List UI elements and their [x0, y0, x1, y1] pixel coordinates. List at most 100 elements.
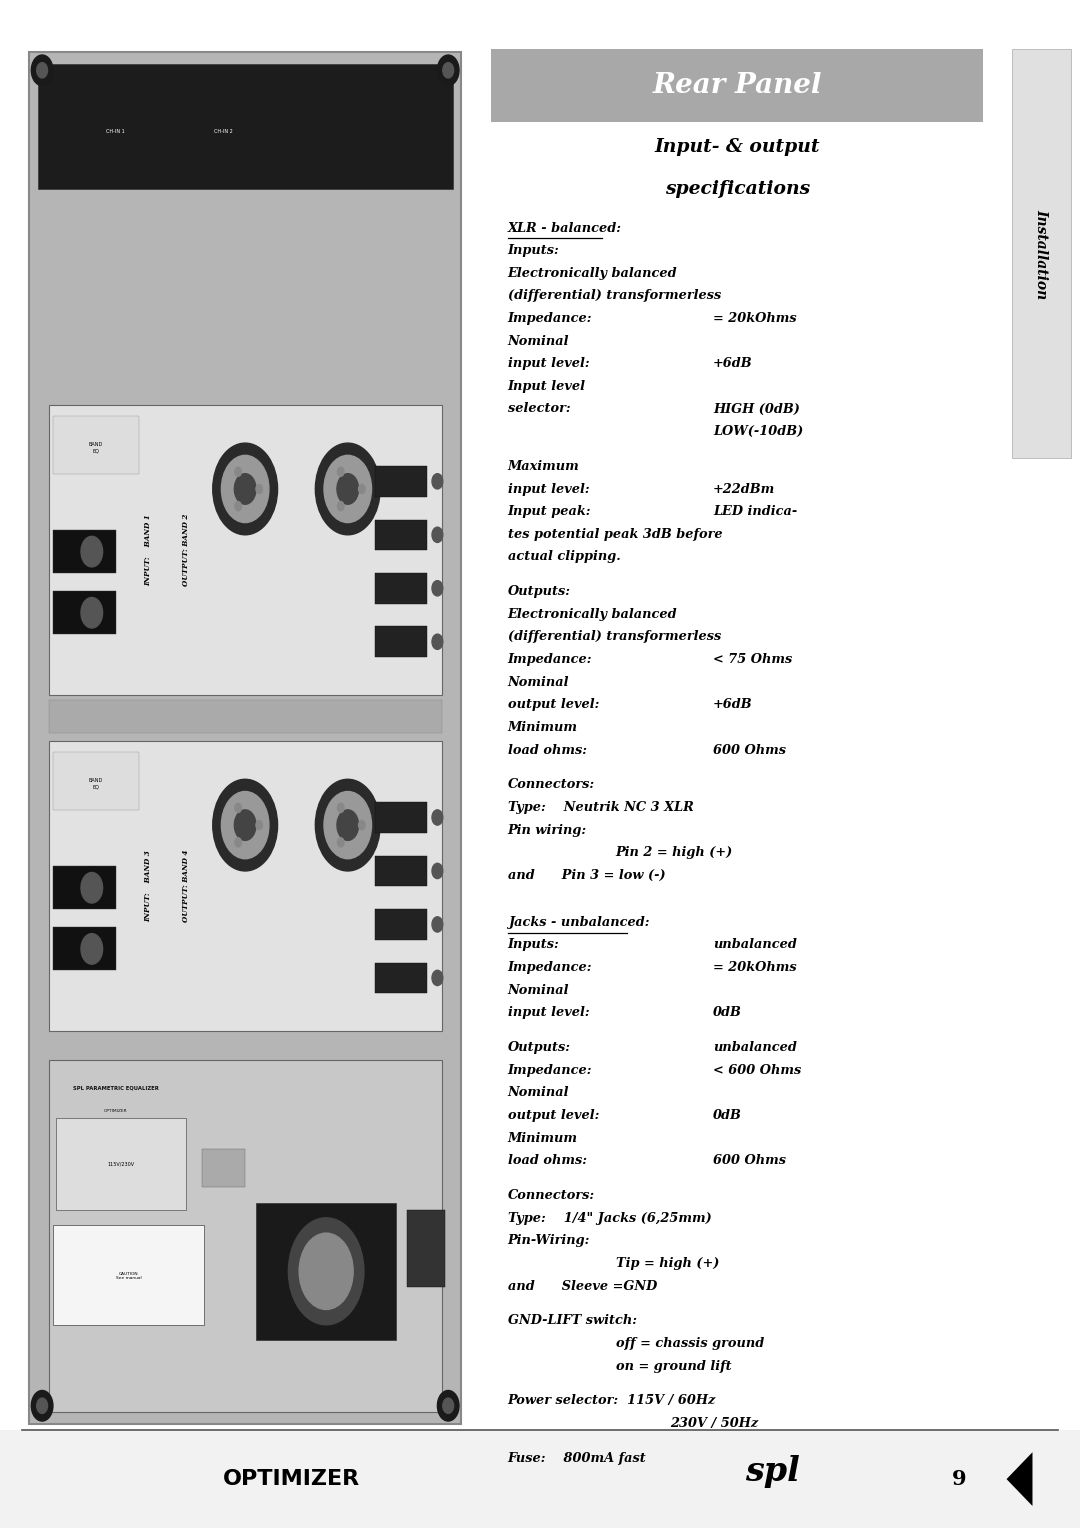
Text: and      Pin 3 = low (-): and Pin 3 = low (-) — [508, 869, 665, 882]
Text: OPTIMIZER: OPTIMIZER — [224, 1468, 360, 1490]
Bar — [375, 963, 427, 993]
Text: Nominal: Nominal — [508, 1086, 569, 1100]
Text: LED indica-: LED indica- — [713, 506, 797, 518]
Text: Power selector:  115V / 60Hz: Power selector: 115V / 60Hz — [508, 1395, 716, 1407]
Circle shape — [337, 474, 359, 504]
Bar — [53, 530, 116, 573]
Text: on = ground lift: on = ground lift — [616, 1360, 731, 1372]
Text: input level:: input level: — [508, 358, 590, 370]
Text: CAUTION
See manual: CAUTION See manual — [116, 1271, 141, 1280]
Text: < 75 Ohms: < 75 Ohms — [713, 652, 792, 666]
Bar — [38, 64, 453, 189]
Text: load ohms:: load ohms: — [508, 744, 586, 756]
Circle shape — [256, 484, 262, 494]
Circle shape — [315, 443, 380, 535]
Circle shape — [432, 810, 443, 825]
Bar — [53, 752, 139, 810]
Circle shape — [432, 634, 443, 649]
Text: Electronically balanced: Electronically balanced — [508, 267, 677, 280]
Text: Connectors:: Connectors: — [508, 778, 595, 792]
Circle shape — [432, 970, 443, 986]
Text: Minimum: Minimum — [508, 721, 578, 733]
Circle shape — [37, 1398, 48, 1413]
Text: Outputs:: Outputs: — [508, 585, 570, 599]
Text: Maximum: Maximum — [508, 460, 579, 474]
Bar — [53, 1225, 204, 1325]
Text: 9: 9 — [951, 1468, 967, 1490]
Circle shape — [432, 474, 443, 489]
Text: (differential) transformerless: (differential) transformerless — [508, 631, 720, 643]
Text: Electronically balanced: Electronically balanced — [508, 608, 677, 620]
Text: 115V/230V: 115V/230V — [107, 1161, 135, 1167]
Text: output level:: output level: — [508, 1109, 599, 1122]
Bar — [1012, 49, 1071, 458]
Text: Input- & output: Input- & output — [654, 138, 820, 156]
Text: 230V / 50Hz: 230V / 50Hz — [670, 1416, 758, 1430]
Text: Impedance:: Impedance: — [508, 1063, 592, 1077]
Circle shape — [443, 1398, 454, 1413]
Circle shape — [324, 792, 372, 859]
Text: Fuse:    800mA fast: Fuse: 800mA fast — [508, 1452, 646, 1465]
Text: spl: spl — [745, 1455, 799, 1488]
Text: Pin wiring:: Pin wiring: — [508, 824, 586, 837]
Text: = 20kOhms: = 20kOhms — [713, 312, 796, 325]
Text: INPUT:    BAND 3: INPUT: BAND 3 — [144, 851, 152, 921]
Circle shape — [432, 581, 443, 596]
Bar — [491, 49, 983, 122]
Text: < 600 Ohms: < 600 Ohms — [713, 1063, 801, 1077]
Circle shape — [432, 863, 443, 879]
Text: Impedance:: Impedance: — [508, 961, 592, 975]
Bar — [375, 520, 427, 550]
Text: OPTIMIZER: OPTIMIZER — [104, 1109, 127, 1112]
Circle shape — [235, 501, 242, 510]
Bar — [53, 416, 139, 474]
Text: unbalanced: unbalanced — [713, 938, 797, 952]
Text: +6dB: +6dB — [713, 698, 753, 712]
Circle shape — [337, 501, 343, 510]
Text: Pin-Wiring:: Pin-Wiring: — [508, 1235, 590, 1247]
Circle shape — [324, 455, 372, 523]
Circle shape — [213, 443, 278, 535]
Text: input level:: input level: — [508, 1007, 590, 1019]
Circle shape — [81, 536, 103, 567]
Text: 600 Ohms: 600 Ohms — [713, 1154, 786, 1167]
Bar — [53, 591, 116, 634]
Text: CH-IN 1: CH-IN 1 — [106, 128, 125, 134]
Text: 600 Ohms: 600 Ohms — [713, 744, 786, 756]
Text: unbalanced: unbalanced — [713, 1041, 797, 1054]
Text: Tip = high (+): Tip = high (+) — [616, 1258, 719, 1270]
Text: (differential) transformerless: (differential) transformerless — [508, 289, 720, 303]
Text: load ohms:: load ohms: — [508, 1154, 586, 1167]
Text: Nominal: Nominal — [508, 984, 569, 996]
Circle shape — [37, 63, 48, 78]
Text: Pin 2 = high (+): Pin 2 = high (+) — [616, 847, 733, 859]
Text: HIGH (0dB): HIGH (0dB) — [713, 402, 799, 416]
Text: +22dBm: +22dBm — [713, 483, 775, 495]
Text: Impedance:: Impedance: — [508, 312, 592, 325]
Bar — [53, 866, 116, 909]
Text: BAND
EQ: BAND EQ — [89, 442, 104, 454]
Bar — [0, 1430, 1080, 1528]
Text: Input peak:: Input peak: — [508, 506, 591, 518]
Bar — [49, 1060, 442, 1412]
Text: Input level: Input level — [508, 380, 585, 393]
Circle shape — [337, 837, 343, 847]
Circle shape — [235, 837, 242, 847]
Text: input level:: input level: — [508, 483, 590, 495]
Bar — [256, 1203, 396, 1340]
Text: INPUT:    BAND 1: INPUT: BAND 1 — [144, 515, 152, 585]
Bar — [375, 573, 427, 604]
Circle shape — [443, 63, 454, 78]
Bar — [49, 741, 442, 1031]
Text: Connectors:: Connectors: — [508, 1189, 595, 1203]
Circle shape — [299, 1233, 353, 1309]
Bar — [56, 1118, 186, 1210]
Text: BAND
EQ: BAND EQ — [89, 778, 104, 790]
Polygon shape — [1007, 1452, 1032, 1507]
Circle shape — [235, 804, 242, 813]
Circle shape — [359, 821, 365, 830]
Text: Outputs:: Outputs: — [508, 1041, 570, 1054]
Text: +6dB: +6dB — [713, 358, 753, 370]
Text: selector:: selector: — [508, 402, 570, 416]
Text: Installation: Installation — [1035, 208, 1049, 299]
